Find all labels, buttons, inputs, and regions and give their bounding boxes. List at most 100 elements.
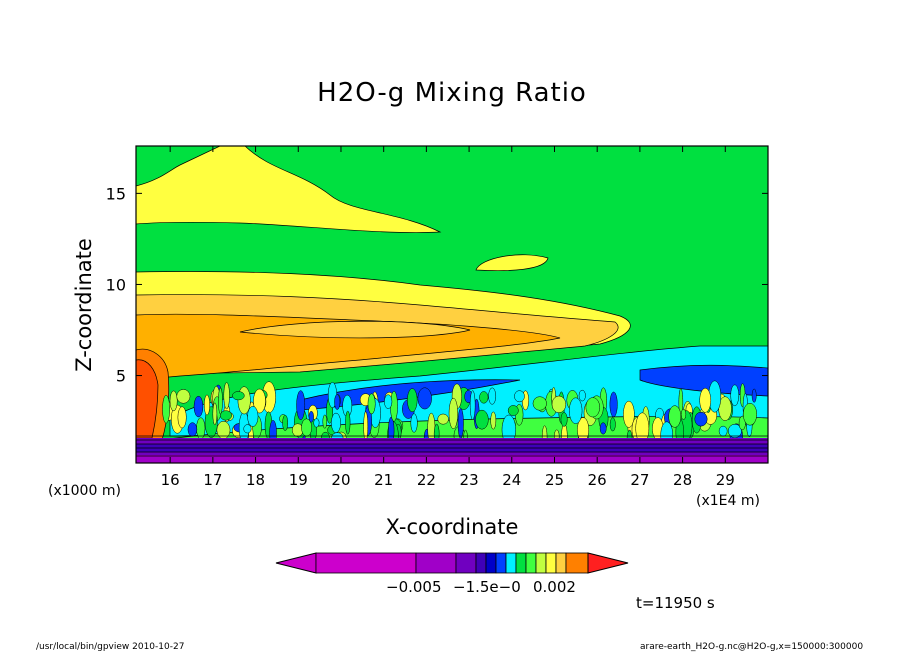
- contour-noise-mark: [668, 405, 682, 428]
- contour-noise-mark: [177, 406, 187, 429]
- contour-noise-mark: [322, 414, 328, 429]
- contour-noise-mark: [680, 408, 687, 420]
- x-tick-label: 26: [588, 471, 607, 489]
- x-tick-label: 19: [289, 471, 308, 489]
- contour-noise-mark: [331, 412, 341, 433]
- contour-noise-mark: [507, 405, 519, 416]
- contour-noise-mark: [282, 414, 289, 431]
- contour-noise-mark: [699, 387, 712, 413]
- x-tick-label: 21: [374, 471, 393, 489]
- contour-field: [136, 146, 768, 463]
- contour-region-orange-red: [136, 359, 159, 439]
- time-label: t=11950 s: [636, 594, 715, 612]
- contour-noise-mark: [609, 417, 616, 432]
- colorbar-arrow-left: [275, 552, 317, 574]
- x-tick-label: 22: [417, 471, 436, 489]
- contour-noise-mark: [730, 384, 740, 407]
- colorbar-segment: [545, 552, 557, 574]
- contour-noise-mark: [162, 395, 170, 424]
- x-tick-label: 17: [203, 471, 222, 489]
- contour-noise-marks: [162, 380, 758, 453]
- contour-noise-mark: [718, 425, 728, 437]
- contour-noise-mark: [223, 382, 230, 410]
- colorbar-segment: [475, 552, 487, 574]
- y-tick-label: 15: [106, 184, 126, 203]
- x-tick-label: 29: [716, 471, 735, 489]
- footer-left: /usr/local/bin/gpview 2010-10-27: [36, 642, 185, 652]
- contour-region-inner-patch: [239, 320, 471, 339]
- contour-noise-mark: [437, 413, 449, 425]
- contour-noise-mark: [390, 390, 398, 422]
- contour-noise-mark: [363, 411, 369, 442]
- contour-noise-mark: [599, 422, 607, 435]
- contour-noise-mark: [609, 391, 618, 418]
- x-tick-label: 25: [545, 471, 564, 489]
- contour-noise-mark: [448, 397, 458, 430]
- colorbar-segment: [555, 552, 567, 574]
- colorbar-segment: [535, 552, 547, 574]
- contour-noise-mark: [219, 410, 232, 421]
- contour-noise-mark: [313, 418, 320, 428]
- colorbar-arrow-right: [587, 552, 629, 574]
- contour-noise-mark: [475, 409, 489, 430]
- contour-noise-mark: [694, 411, 708, 427]
- colorbar-label-3: 0.002: [533, 578, 576, 596]
- x-axis: 16 17 18 19 20 21 22 23 24 25 26 27 28 29: [161, 146, 735, 489]
- contour-noise-mark: [457, 408, 464, 439]
- contour-noise-mark: [169, 390, 178, 412]
- contour-region-yellow-upper: [136, 146, 442, 233]
- contour-noise-mark: [488, 387, 497, 405]
- x-tick-label: 23: [460, 471, 479, 489]
- contour-noise-mark: [751, 388, 757, 403]
- x-tick-label: 28: [673, 471, 692, 489]
- x-tick-label: 27: [630, 471, 649, 489]
- contour-noise-mark: [417, 387, 432, 410]
- chart-title: H2O-g Mixing Ratio: [317, 78, 587, 108]
- colorbar: [275, 552, 629, 574]
- x-unit-left: (x1000 m): [48, 483, 121, 499]
- contour-noise-mark: [623, 400, 635, 428]
- contour-noise-mark: [551, 395, 567, 414]
- contour-noise-mark: [479, 391, 489, 404]
- contour-noise-mark: [193, 395, 204, 418]
- colorbar-segment: [505, 552, 517, 574]
- contour-noise-mark: [203, 394, 211, 416]
- contour-noise-mark: [569, 397, 583, 424]
- x-tick-label: 20: [331, 471, 350, 489]
- x-tick-label: 24: [502, 471, 521, 489]
- contour-band-lines: [136, 435, 768, 457]
- contour-noise-mark: [218, 387, 223, 415]
- contour-noise-mark: [728, 423, 742, 438]
- colorbar-segment: [455, 552, 477, 574]
- y-tick-label: 5: [116, 367, 126, 386]
- contour-noise-mark: [514, 390, 525, 403]
- contour-noise-mark: [345, 410, 351, 435]
- plot-frame: [135, 145, 769, 464]
- contour-region-yellow-patch: [475, 254, 549, 272]
- contour-noise-mark: [243, 424, 252, 434]
- contour-noise-mark: [247, 405, 259, 427]
- x-axis-label: X-coordinate: [385, 515, 519, 539]
- contour-noise-mark: [212, 402, 218, 426]
- colorbar-label-1: −0.005: [386, 578, 442, 596]
- contour-noise-mark: [532, 396, 547, 411]
- colorbar-segment: [495, 552, 507, 574]
- colorbar-segment: [315, 552, 417, 574]
- contour-noise-mark: [578, 389, 586, 402]
- contour-noise-mark: [253, 388, 266, 414]
- contour-noise-mark: [384, 394, 393, 409]
- contour-noise-mark: [585, 397, 600, 418]
- x-tick-label: 18: [246, 471, 265, 489]
- contour-noise-mark: [367, 393, 376, 415]
- contour-noise-mark: [232, 391, 245, 401]
- colorbar-segment: [565, 552, 589, 574]
- y-tick-label: 10: [106, 275, 126, 294]
- contour-region-violet: [136, 455, 768, 463]
- colorbar-segment: [485, 552, 497, 574]
- footer-right: arare-earth_H2O-g.nc@H2O-g,x=150000:3000…: [640, 642, 864, 652]
- y-axis: 5 10 15: [106, 184, 768, 386]
- contour-noise-mark: [176, 389, 191, 404]
- colorbar-segment: [415, 552, 457, 574]
- contour-noise-mark: [187, 422, 198, 437]
